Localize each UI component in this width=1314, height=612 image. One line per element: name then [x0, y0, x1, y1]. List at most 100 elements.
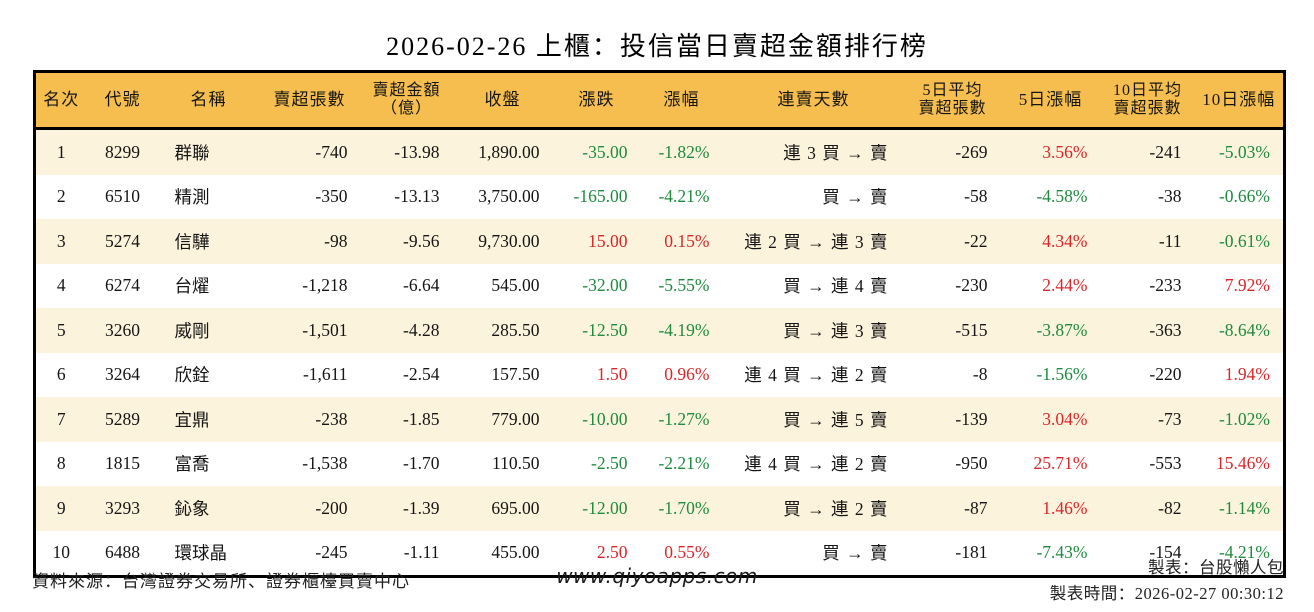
cell-5d-pct: -1.56%	[1000, 352, 1101, 397]
cell-10d-pct: -1.14%	[1194, 486, 1285, 531]
cell-avg5-shares: -515	[904, 308, 1001, 353]
cell-net-sell-amount: -13.13	[360, 174, 453, 219]
cell-avg5-shares: -181	[904, 530, 1001, 577]
cell-close: 695.00	[452, 486, 553, 531]
cell-avg10-shares: -553	[1100, 441, 1195, 486]
table-row: 2 6510 精測 -350 -13.13 3,750.00 -165.00 -…	[34, 174, 1285, 219]
cell-change-pct: 0.15%	[640, 219, 723, 264]
cell-change: 2.50	[552, 530, 641, 577]
cell-code: 6274	[86, 263, 159, 308]
table-row: 9 3293 鈊象 -200 -1.39 695.00 -12.00 -1.70…	[34, 486, 1285, 531]
cell-net-sell-shares: -98	[258, 219, 361, 264]
made-by-block: 製表：台股懶人包 製表時間：2026-02-27 00:30:12	[1050, 555, 1284, 606]
cell-rank: 8	[34, 441, 87, 486]
col-header-close: 收盤	[452, 71, 553, 130]
cell-name: 威剛	[158, 308, 259, 353]
cell-change: -12.50	[552, 308, 641, 353]
cell-code: 3260	[86, 308, 159, 353]
col-header-net-sell-amount: 賣超金額 （億）	[360, 71, 453, 130]
cell-10d-pct: -0.66%	[1194, 174, 1285, 219]
cell-rank: 5	[34, 308, 87, 353]
cell-net-sell-shares: -1,218	[258, 263, 361, 308]
cell-code: 6510	[86, 174, 159, 219]
cell-rank: 6	[34, 352, 87, 397]
cell-avg5-shares: -230	[904, 263, 1001, 308]
cell-net-sell-amount: -13.98	[360, 128, 453, 175]
col-header-change-pct: 漲幅	[640, 71, 723, 130]
cell-net-sell-amount: -1.11	[360, 530, 453, 577]
cell-net-sell-shares: -245	[258, 530, 361, 577]
cell-sell-streak: 連 4 買 → 連 2 賣	[722, 352, 905, 397]
cell-sell-streak: 買 → 連 5 賣	[722, 397, 905, 442]
cell-change-pct: 0.96%	[640, 352, 723, 397]
cell-net-sell-amount: -6.64	[360, 263, 453, 308]
cell-avg10-shares: -11	[1100, 219, 1195, 264]
cell-rank: 9	[34, 486, 87, 531]
cell-net-sell-amount: -1.70	[360, 441, 453, 486]
made-time: 製表時間：2026-02-27 00:30:12	[1049, 583, 1284, 603]
cell-10d-pct: 7.92%	[1194, 263, 1285, 308]
cell-net-sell-shares: -740	[258, 128, 361, 175]
cell-rank: 3	[34, 219, 87, 264]
cell-5d-pct: 3.56%	[1000, 128, 1101, 175]
table-row: 4 6274 台燿 -1,218 -6.64 545.00 -32.00 -5.…	[34, 263, 1285, 308]
cell-5d-pct: -3.87%	[1000, 308, 1101, 353]
cell-sell-streak: 連 4 買 → 連 2 賣	[722, 441, 905, 486]
data-source-note: 資料來源：台灣證券交易所、證券櫃檯買賣中心	[32, 572, 410, 591]
cell-change-pct: 0.55%	[640, 530, 723, 577]
cell-net-sell-shares: -1,501	[258, 308, 361, 353]
cell-5d-pct: 4.34%	[1000, 219, 1101, 264]
cell-change-pct: -5.55%	[640, 263, 723, 308]
cell-change: -165.00	[552, 174, 641, 219]
table-row: 7 5289 宜鼎 -238 -1.85 779.00 -10.00 -1.27…	[34, 397, 1285, 442]
col-header-sell-streak: 連賣天數	[722, 71, 905, 130]
cell-10d-pct: 15.46%	[1194, 441, 1285, 486]
cell-rank: 4	[34, 263, 87, 308]
cell-close: 455.00	[452, 530, 553, 577]
cell-rank: 7	[34, 397, 87, 442]
cell-avg5-shares: -269	[904, 128, 1001, 175]
cell-sell-streak: 買 → 賣	[722, 530, 905, 577]
cell-10d-pct: -4.21%	[1194, 530, 1285, 577]
cell-change: -2.50	[552, 441, 641, 486]
cell-change: -35.00	[552, 128, 641, 175]
cell-change: 1.50	[552, 352, 641, 397]
cell-10d-pct: -1.02%	[1194, 397, 1285, 442]
cell-net-sell-amount: -4.28	[360, 308, 453, 353]
col-header-10d-pct: 10日漲幅	[1194, 71, 1285, 130]
cell-change: 15.00	[552, 219, 641, 264]
cell-avg10-shares: -241	[1100, 128, 1195, 175]
cell-avg5-shares: -139	[904, 397, 1001, 442]
page-title: 2026-02-26 上櫃：投信當日賣超金額排行榜	[386, 32, 928, 61]
cell-avg10-shares: -82	[1100, 486, 1195, 531]
cell-close: 110.50	[452, 441, 553, 486]
table-row: 6 3264 欣銓 -1,611 -2.54 157.50 1.50 0.96%…	[34, 352, 1285, 397]
cell-change-pct: -2.21%	[640, 441, 723, 486]
cell-net-sell-shares: -1,538	[258, 441, 361, 486]
cell-close: 157.50	[452, 352, 553, 397]
cell-rank: 1	[34, 128, 87, 175]
cell-rank: 10	[34, 530, 87, 577]
cell-avg10-shares: -233	[1100, 263, 1195, 308]
cell-code: 3293	[86, 486, 159, 531]
cell-close: 3,750.00	[452, 174, 553, 219]
cell-change: -10.00	[552, 397, 641, 442]
cell-net-sell-amount: -2.54	[360, 352, 453, 397]
cell-avg10-shares: -154	[1100, 530, 1195, 577]
cell-close: 779.00	[452, 397, 553, 442]
col-header-rank: 名次	[34, 71, 87, 130]
website-watermark: www.qiyoapps.com	[556, 564, 758, 588]
cell-5d-pct: 2.44%	[1000, 263, 1101, 308]
cell-sell-streak: 連 2 買 → 連 3 賣	[722, 219, 905, 264]
cell-close: 545.00	[452, 263, 553, 308]
cell-avg10-shares: -73	[1100, 397, 1195, 442]
cell-avg5-shares: -22	[904, 219, 1001, 264]
cell-sell-streak: 買 → 連 2 賣	[722, 486, 905, 531]
cell-code: 8299	[86, 128, 159, 175]
cell-10d-pct: -5.03%	[1194, 128, 1285, 175]
cell-sell-streak: 買 → 連 4 賣	[722, 263, 905, 308]
cell-code: 3264	[86, 352, 159, 397]
col-header-name: 名稱	[158, 71, 259, 130]
col-header-code: 代號	[86, 71, 159, 130]
cell-name: 富喬	[158, 441, 259, 486]
